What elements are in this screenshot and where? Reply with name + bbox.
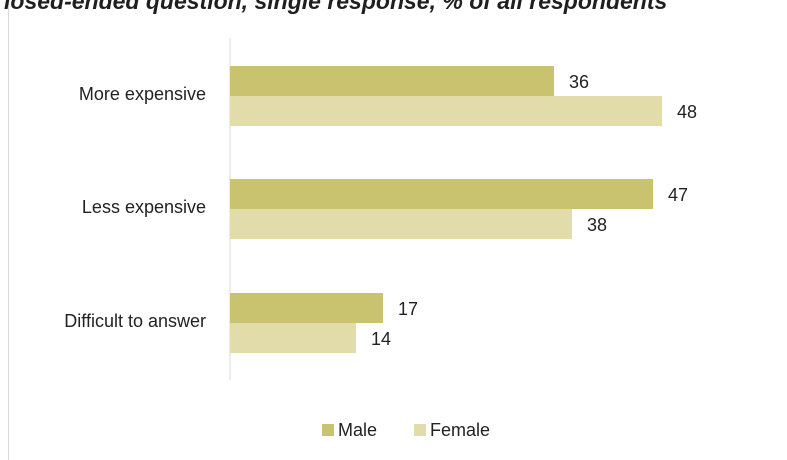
data-label: 14	[371, 329, 391, 349]
bar-female	[230, 209, 572, 239]
bar-male	[230, 293, 383, 323]
legend-label: Male	[338, 420, 377, 440]
category-label: More expensive	[79, 84, 206, 104]
data-label: 47	[668, 185, 688, 205]
legend-swatch-female	[414, 424, 426, 436]
bar-male	[230, 66, 554, 96]
bar-female	[230, 323, 356, 353]
bar-female	[230, 96, 662, 126]
chart-title: losed-ended question, single response, %…	[4, 0, 668, 14]
category-label: Difficult to answer	[64, 311, 206, 331]
data-label: 48	[677, 102, 697, 122]
data-label: 38	[587, 215, 607, 235]
category-label: Less expensive	[82, 197, 206, 217]
data-label: 36	[569, 72, 589, 92]
legend-label: Female	[430, 420, 490, 440]
chart-frame	[8, 0, 787, 460]
data-label: 17	[398, 299, 418, 319]
legend-swatch-male	[322, 424, 334, 436]
bar-male	[230, 179, 653, 209]
